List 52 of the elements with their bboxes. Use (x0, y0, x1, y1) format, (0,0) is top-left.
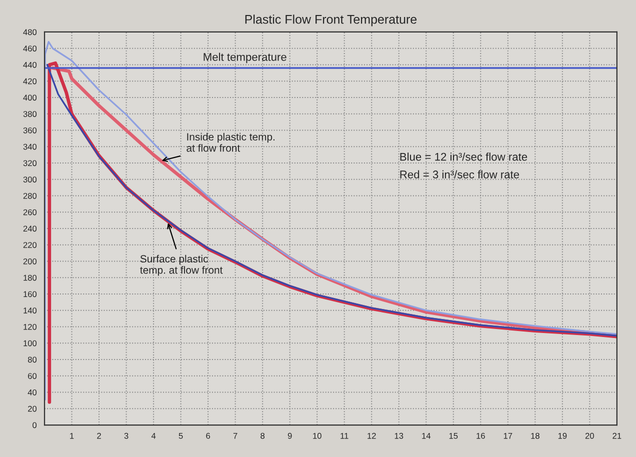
y-tick-label: 280 (23, 192, 37, 199)
y-tick-label: 20 (28, 406, 37, 412)
y-tick-label: 340 (23, 144, 37, 150)
y-tick-label: 40 (28, 389, 37, 396)
x-tick-label: 4 (151, 432, 156, 439)
y-tick-label: 80 (28, 356, 37, 363)
x-tick-label: 13 (394, 432, 404, 439)
x-tick-label: 17 (504, 432, 512, 439)
y-tick-label: 140 (24, 308, 37, 314)
y-tick-label: 440 (23, 62, 37, 68)
ref-line-label: Melt temperature (204, 52, 286, 64)
y-tick-label: 320 (23, 160, 37, 166)
y-tick-label: 200 (23, 258, 37, 264)
x-tick-label: 21 (612, 432, 622, 439)
x-tick-label: 5 (178, 432, 183, 439)
y-tick-label: 460 (23, 46, 37, 52)
annotation: Inside plastic temp. at flow front (186, 132, 274, 152)
annotation: Blue = 12 in³/sec flow rate (400, 152, 528, 161)
x-tick-label: 14 (422, 432, 431, 439)
y-tick-label: 220 (23, 242, 37, 248)
x-tick-label: 20 (585, 432, 594, 439)
x-tick-label: 8 (260, 432, 265, 439)
x-tick-label: 1 (70, 432, 74, 439)
y-tick-label: 160 (24, 291, 37, 298)
y-tick-label: 0 (32, 422, 37, 428)
y-tick-label: 300 (23, 176, 37, 182)
y-tick-label: 360 (23, 127, 37, 134)
y-tick-label: 400 (23, 94, 37, 101)
x-tick-label: 9 (288, 432, 292, 439)
y-tick-label: 60 (28, 373, 37, 379)
y-tick-label: 120 (24, 324, 37, 330)
x-tick-label: 3 (124, 432, 128, 439)
y-tick-label: 420 (23, 78, 37, 84)
annotation: Red = 3 in³/sec flow rate (400, 170, 520, 178)
y-tick-label: 180 (24, 274, 37, 281)
x-tick-label: 19 (558, 432, 567, 439)
y-tick-label: 100 (24, 340, 37, 346)
x-tick-label: 2 (97, 432, 101, 439)
x-tick-label: 11 (340, 432, 348, 439)
x-tick-label: 10 (313, 432, 322, 439)
x-tick-label: 12 (368, 432, 376, 439)
x-tick-label: 6 (206, 432, 210, 439)
x-tick-label: 7 (233, 432, 238, 439)
x-tick-label: 15 (449, 432, 458, 439)
chart-title: Plastic Flow Front Temperature (245, 14, 417, 26)
annotation: Surface plastic temp. at flow front (140, 254, 223, 276)
x-tick-label: 18 (531, 432, 540, 439)
x-tick-label: 16 (476, 432, 485, 439)
y-tick-label: 380 (23, 111, 37, 117)
y-tick-label: 480 (23, 29, 37, 36)
y-tick-label: 240 (23, 226, 37, 232)
y-tick-label: 260 (23, 209, 37, 216)
